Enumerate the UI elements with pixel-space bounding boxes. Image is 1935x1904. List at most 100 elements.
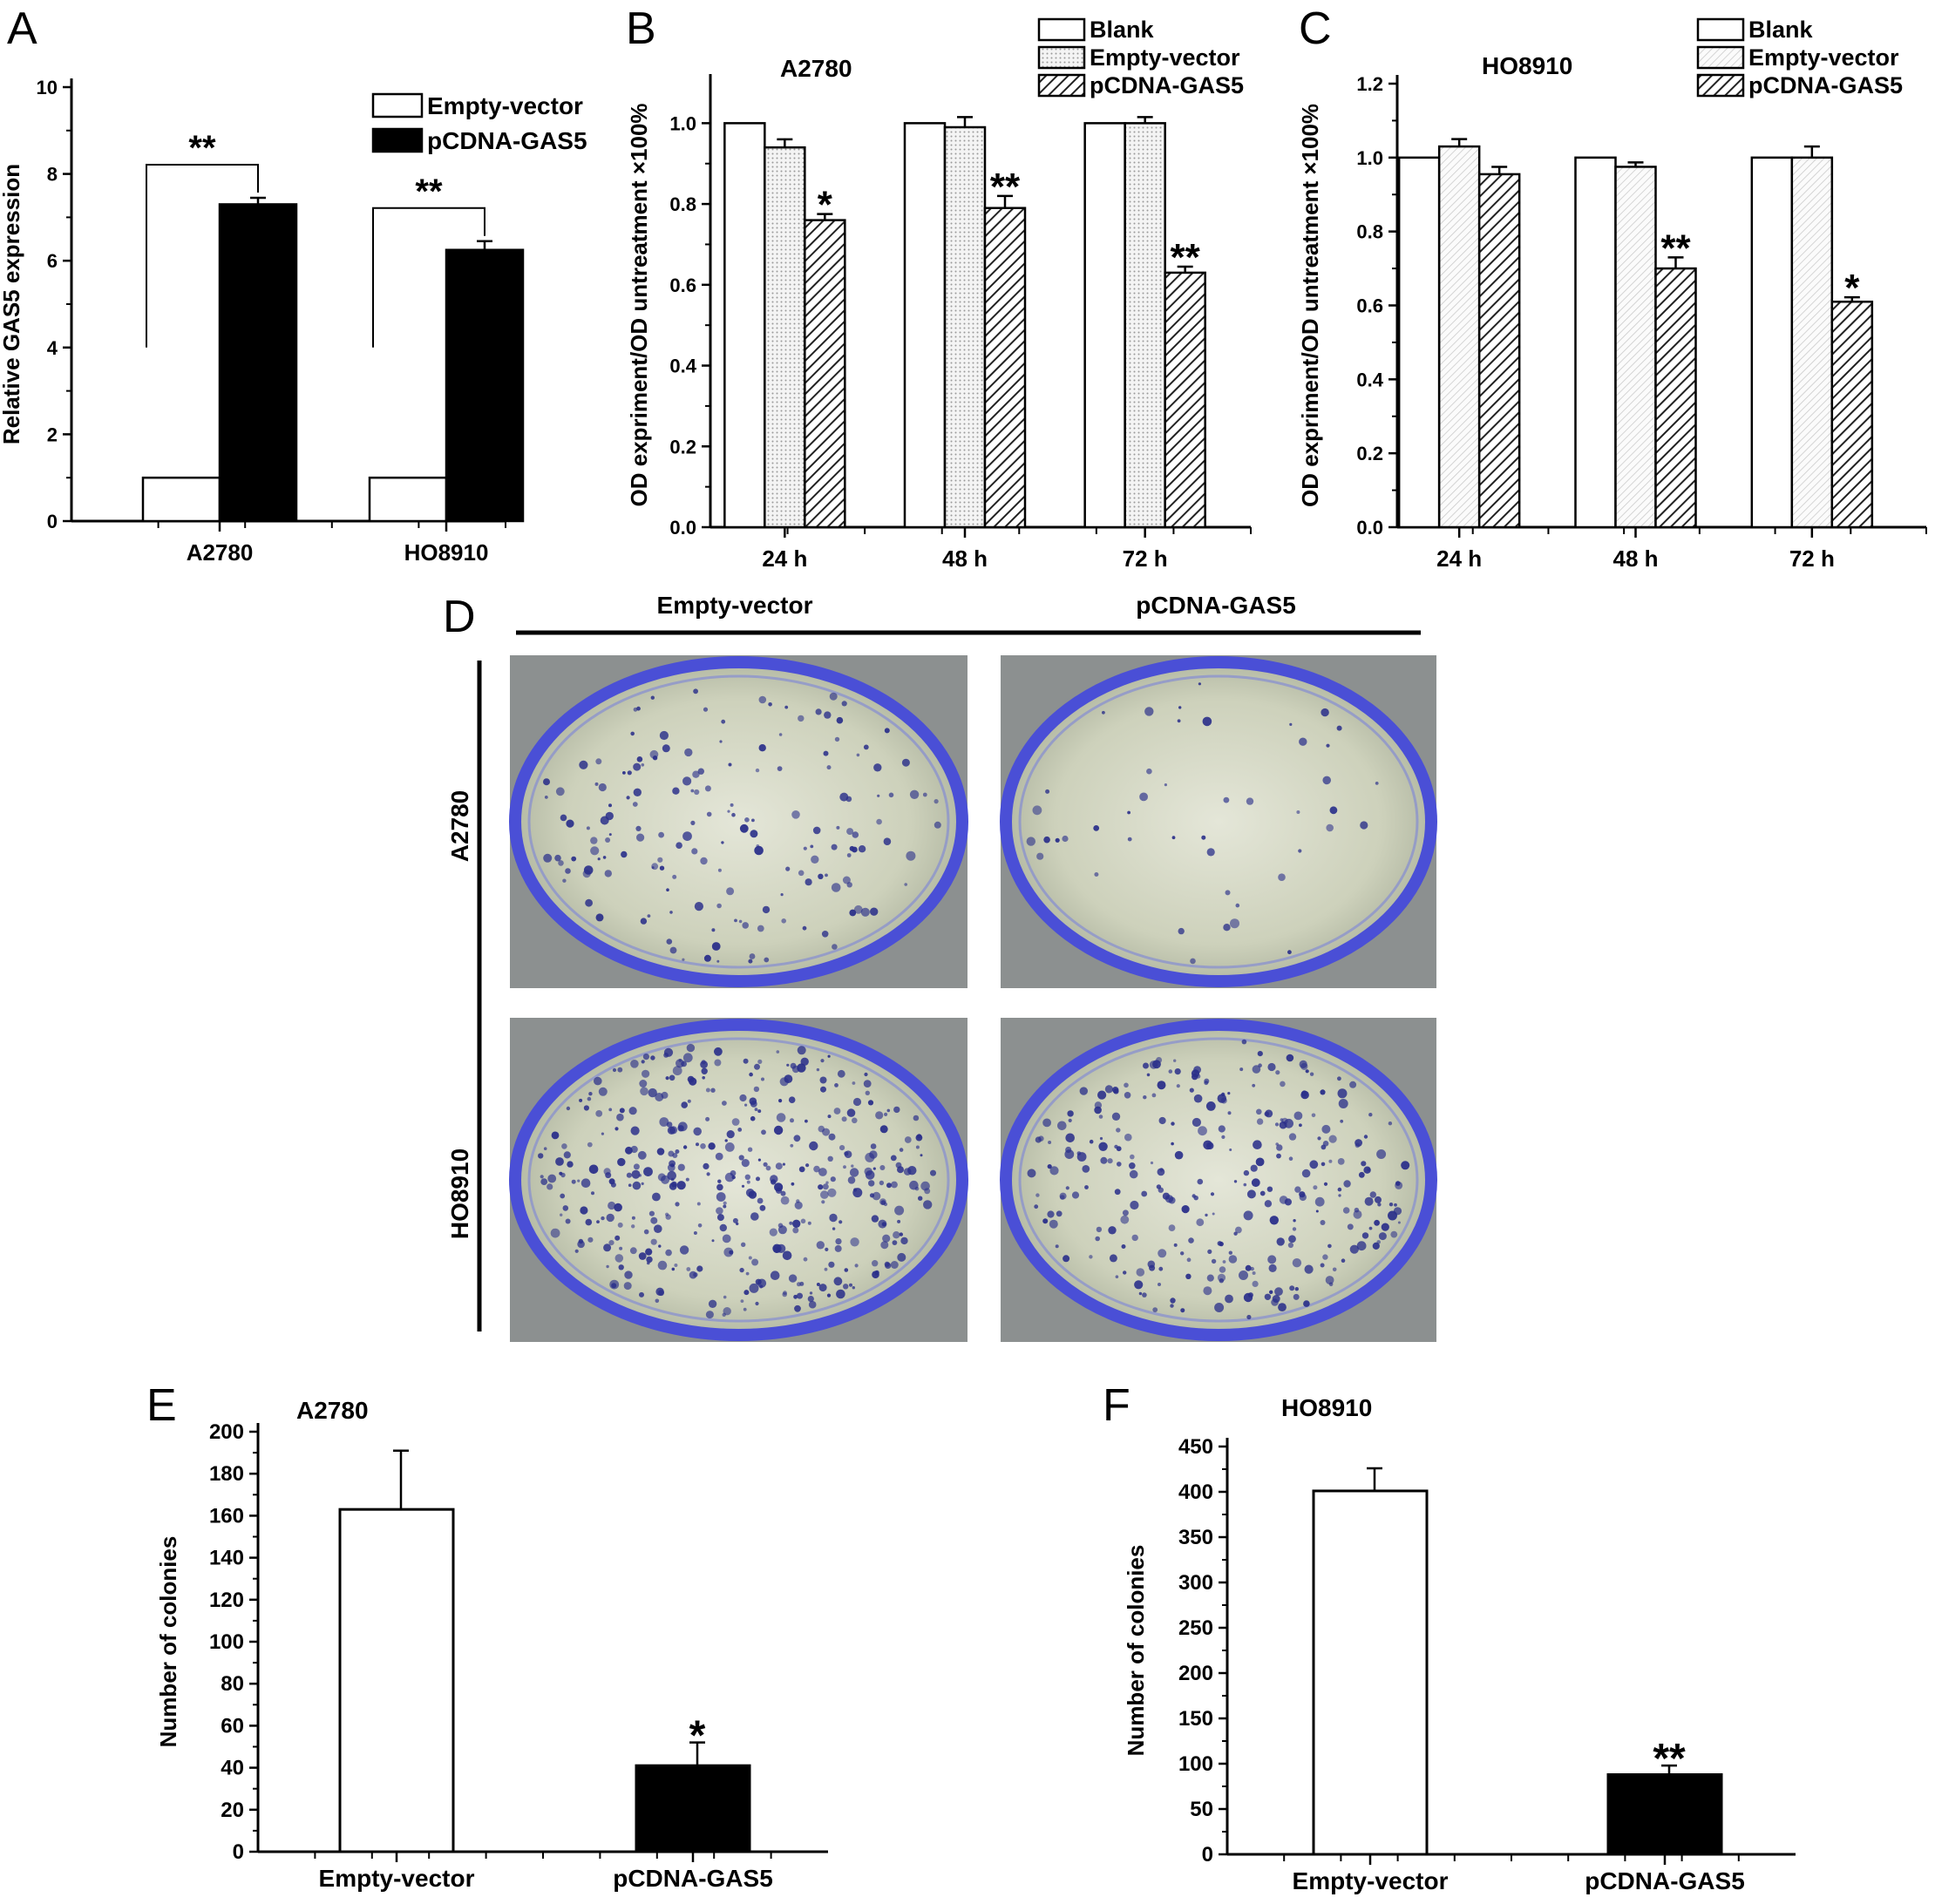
colony xyxy=(1388,1121,1393,1126)
colony xyxy=(852,1188,863,1198)
colony xyxy=(791,1182,795,1186)
colony xyxy=(1214,1303,1225,1312)
colony xyxy=(882,1234,891,1243)
colony xyxy=(580,1206,588,1215)
colony xyxy=(724,1172,735,1182)
chart-title: A2780 xyxy=(296,1397,369,1424)
colony xyxy=(1032,805,1042,816)
colony xyxy=(628,1183,632,1187)
dish-rim xyxy=(1000,656,1437,987)
colony xyxy=(543,1147,547,1150)
colony xyxy=(711,928,716,932)
significance-marker: ** xyxy=(1660,227,1691,269)
colony xyxy=(870,907,879,916)
y-tick-label: 0.4 xyxy=(1356,369,1383,390)
colony xyxy=(906,850,916,861)
colony xyxy=(1299,1191,1306,1198)
colony xyxy=(1223,796,1230,803)
y-tick-label: 6 xyxy=(47,250,58,272)
colony xyxy=(872,1191,881,1201)
colony xyxy=(1337,1076,1341,1081)
colony xyxy=(587,1142,593,1148)
colony xyxy=(1235,1226,1242,1234)
colony xyxy=(762,905,771,914)
colony xyxy=(836,716,844,724)
colony xyxy=(744,1174,750,1181)
colony xyxy=(756,1176,760,1182)
colony xyxy=(1376,1240,1381,1244)
y-tick-label: 40 xyxy=(221,1757,244,1780)
colony xyxy=(798,870,805,877)
colony xyxy=(578,1238,584,1244)
colony xyxy=(1188,1237,1194,1243)
colony xyxy=(716,1207,723,1215)
colony xyxy=(818,1184,824,1190)
colony xyxy=(741,1159,750,1168)
colony xyxy=(560,1193,566,1199)
colony xyxy=(1342,1207,1350,1214)
colony xyxy=(708,1142,716,1150)
colony xyxy=(822,1183,829,1190)
colony xyxy=(1293,1111,1303,1121)
colony xyxy=(794,1304,801,1312)
colony xyxy=(780,1190,786,1196)
y-tick-label: 0.2 xyxy=(1356,443,1383,464)
colony xyxy=(639,1291,644,1298)
colony xyxy=(659,865,665,871)
colony xyxy=(1192,1117,1201,1128)
legend-swatch-pcdna-gas5 xyxy=(1037,73,1086,98)
colony xyxy=(841,701,847,707)
colony xyxy=(567,1161,574,1168)
colony xyxy=(602,856,607,859)
x-tick-label: 48 h xyxy=(1612,545,1658,572)
y-tick-label: 300 xyxy=(1178,1571,1213,1595)
colony xyxy=(778,1099,783,1103)
colony xyxy=(748,1256,752,1260)
colony xyxy=(849,1168,859,1177)
colony xyxy=(672,874,677,879)
colony xyxy=(1269,1216,1280,1225)
colony xyxy=(1048,1141,1052,1144)
colony xyxy=(651,863,659,871)
colony xyxy=(808,1300,817,1309)
colony xyxy=(1193,1094,1203,1103)
colony xyxy=(1223,924,1231,932)
colony xyxy=(743,1058,749,1064)
colony xyxy=(597,857,601,861)
colony xyxy=(828,1133,836,1141)
colony xyxy=(788,1274,798,1283)
colony xyxy=(1327,1243,1332,1249)
colony xyxy=(1111,1112,1121,1121)
colony xyxy=(844,1268,849,1272)
dish-inner-edge xyxy=(527,674,950,969)
colony xyxy=(1170,1298,1176,1304)
colony xyxy=(1218,1125,1226,1133)
colony xyxy=(1255,1157,1265,1167)
chart-panel-f: 0 50 100 150 200 250 300 350 400 450 HO8910 Number … xyxy=(1123,1394,1796,1894)
colony xyxy=(1286,1054,1294,1062)
colony xyxy=(588,1164,599,1175)
colony xyxy=(805,878,812,886)
colony xyxy=(1047,1210,1055,1218)
colony xyxy=(773,1125,784,1135)
colony xyxy=(805,1163,810,1168)
colony xyxy=(617,1222,623,1228)
colony xyxy=(1314,1196,1325,1207)
colony xyxy=(715,1152,723,1161)
legend-swatch-empty-vector xyxy=(1037,45,1086,70)
colony xyxy=(706,1172,710,1176)
colony xyxy=(742,922,749,929)
colony xyxy=(669,1126,678,1135)
colony xyxy=(775,1162,783,1170)
colony xyxy=(813,1165,820,1173)
colony xyxy=(757,1109,762,1114)
colony xyxy=(555,1157,564,1166)
colony xyxy=(560,1213,563,1216)
colony xyxy=(1264,1200,1273,1208)
colony xyxy=(585,898,593,907)
colony xyxy=(608,1201,616,1210)
colony xyxy=(1222,1260,1226,1264)
colony xyxy=(666,938,673,945)
colony xyxy=(879,1165,886,1170)
